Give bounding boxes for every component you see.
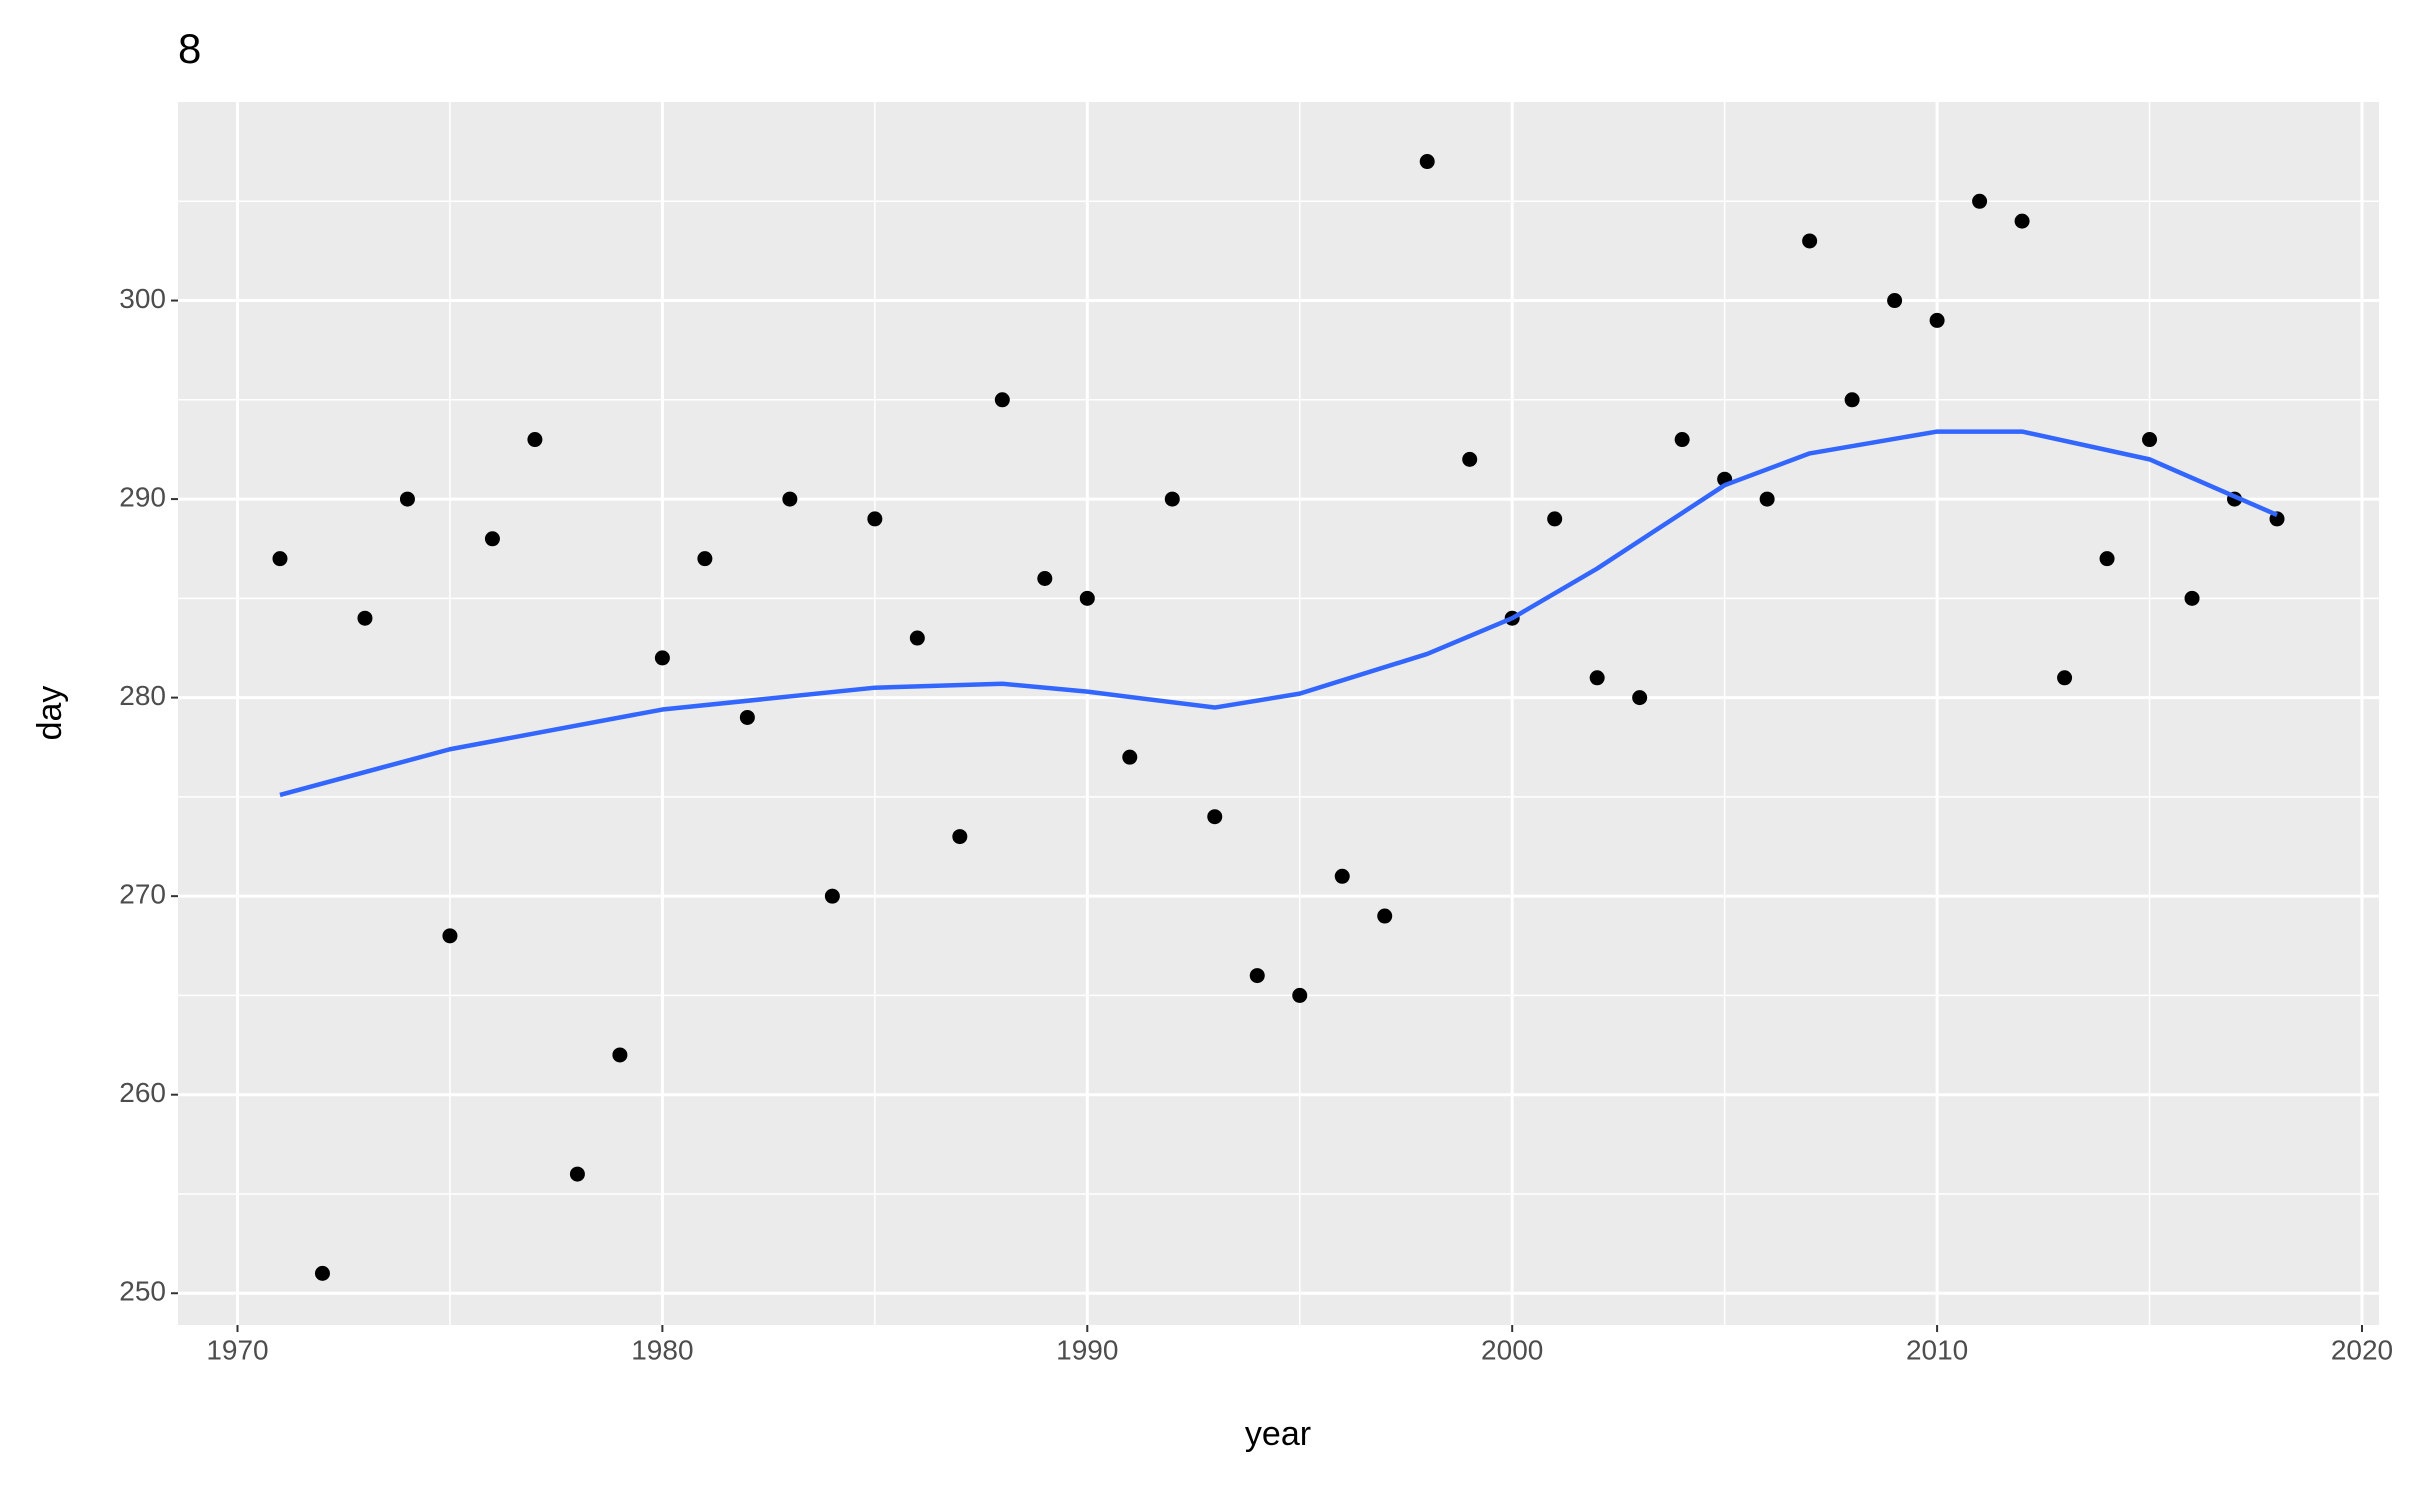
x-axis-title: year xyxy=(1245,1415,1311,1453)
x-tick-label: 2000 xyxy=(1481,1334,1543,1365)
point xyxy=(1632,690,1648,706)
point xyxy=(1037,570,1053,586)
y-tick-label: 300 xyxy=(119,283,166,314)
y-tick-label: 260 xyxy=(119,1077,166,1108)
point xyxy=(484,531,500,547)
point xyxy=(1929,312,1945,328)
y-tick-label: 280 xyxy=(119,680,166,711)
point xyxy=(569,1166,585,1182)
point xyxy=(2057,670,2073,686)
x-tick-label: 2020 xyxy=(2331,1334,2393,1365)
point xyxy=(994,392,1010,408)
point xyxy=(1462,451,1478,467)
point xyxy=(909,630,925,646)
point xyxy=(824,888,840,904)
point xyxy=(2142,432,2158,448)
smooth-line xyxy=(279,429,2278,798)
y-axis-title: day xyxy=(31,686,69,741)
chart-title: 8 xyxy=(178,25,201,72)
point xyxy=(1419,154,1435,170)
point xyxy=(1887,293,1903,309)
point xyxy=(442,928,458,944)
point xyxy=(1122,749,1138,765)
point xyxy=(1292,987,1308,1003)
y-tick-label: 290 xyxy=(119,481,166,512)
point xyxy=(697,551,713,567)
point xyxy=(1334,868,1350,884)
point xyxy=(1802,233,1818,249)
point xyxy=(314,1265,330,1281)
point xyxy=(1164,491,1180,507)
point xyxy=(1079,590,1095,606)
point xyxy=(1207,809,1223,825)
y-tick-label: 250 xyxy=(119,1276,166,1307)
point xyxy=(867,511,883,527)
point xyxy=(399,491,415,507)
point xyxy=(1589,670,1605,686)
point xyxy=(952,829,968,845)
point xyxy=(654,650,670,666)
point xyxy=(1674,432,1690,448)
point xyxy=(782,491,798,507)
point xyxy=(357,610,373,626)
point xyxy=(1844,392,1860,408)
point xyxy=(739,709,755,725)
x-tick-label: 2010 xyxy=(1906,1334,1968,1365)
plot-panel xyxy=(178,102,2379,1325)
point xyxy=(527,432,543,448)
x-tick-label: 1980 xyxy=(631,1334,693,1365)
point xyxy=(272,551,288,567)
point xyxy=(1249,968,1265,984)
point xyxy=(1759,491,1775,507)
point xyxy=(2014,213,2030,229)
y-tick-label: 270 xyxy=(119,879,166,910)
point xyxy=(1972,193,1988,209)
point xyxy=(1377,908,1393,924)
point xyxy=(2184,590,2200,606)
x-tick-label: 1990 xyxy=(1056,1334,1118,1365)
x-tick-label: 1970 xyxy=(206,1334,268,1365)
point xyxy=(1547,511,1563,527)
point xyxy=(2099,551,2115,567)
point xyxy=(612,1047,628,1063)
